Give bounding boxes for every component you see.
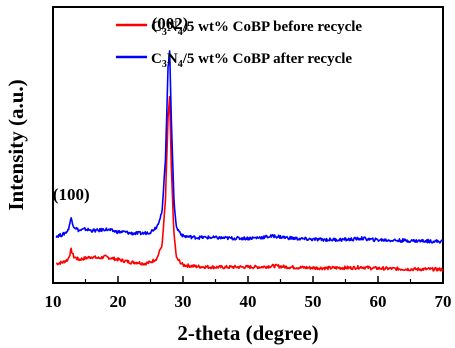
plot-frame (52, 6, 444, 284)
x-tick-label: 50 (305, 292, 322, 311)
peak-label: (002) (152, 14, 189, 33)
x-tick-label: 10 (45, 292, 62, 311)
peak-label: (100) (53, 185, 90, 204)
x-ticks: 10 20 30 40 50 60 70 (45, 276, 452, 311)
x-axis-title: 2-theta (degree) (177, 321, 318, 345)
legend-label-after: C3N4/5 wt% CoBP after recycle (151, 51, 352, 70)
series-lines (55, 50, 444, 272)
legend: C3N4/5 wt% CoBP before recycle C3N4/5 wt… (116, 19, 362, 70)
x-tick-label: 60 (370, 292, 387, 311)
x-tick-label: 40 (240, 292, 257, 311)
series-line-after (55, 50, 444, 244)
x-tick-label: 20 (110, 292, 127, 311)
y-axis-title: Intensity (a.u.) (4, 79, 28, 210)
peak-annotations: (100) (002) (53, 14, 189, 204)
x-tick-label: 70 (435, 292, 452, 311)
x-tick-label: 30 (175, 292, 192, 311)
series-line-before (55, 95, 444, 272)
legend-label-before: C3N4/5 wt% CoBP before recycle (151, 19, 362, 38)
